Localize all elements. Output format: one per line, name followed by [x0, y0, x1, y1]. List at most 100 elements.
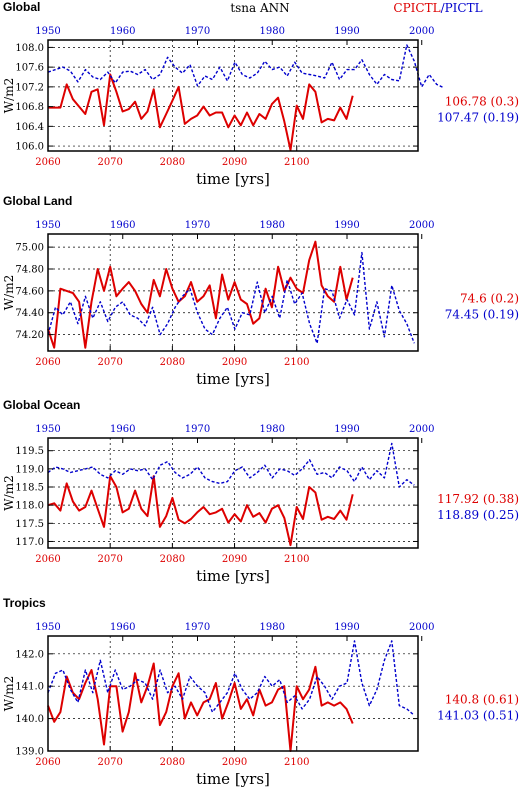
y-axis-label: W/m2	[2, 78, 16, 113]
y-tick-label: 118.0	[15, 501, 44, 512]
x-axis-label: time [yrs]	[196, 370, 270, 388]
x-tick-label-top: 2000	[409, 26, 434, 37]
y-tick-label: 119.0	[15, 464, 44, 475]
stat-blue: 141.03 (0.51)	[437, 709, 519, 723]
stat-red: 74.6 (0.2)	[460, 292, 519, 306]
y-tick-label: 108.0	[15, 43, 44, 54]
x-tick-label-bottom: 2060	[35, 357, 60, 368]
x-tick-label-bottom: 2070	[97, 157, 122, 168]
y-tick-label: 118.5	[15, 483, 44, 494]
x-tick-label-bottom: 2060	[35, 157, 60, 168]
x-tick-label-bottom: 2090	[222, 357, 247, 368]
panel-title: Global Ocean	[3, 398, 80, 412]
series-line-red	[48, 73, 354, 151]
variable-title: tsna ANN	[230, 1, 289, 15]
x-tick-label-top: 1990	[334, 26, 359, 37]
panel-title: Global Land	[3, 194, 72, 208]
x-tick-label-top: 1980	[260, 424, 285, 435]
plot-frame	[47, 437, 419, 549]
series-line-blue	[47, 251, 415, 344]
x-tick-label-bottom: 2090	[222, 554, 247, 565]
y-tick-label: 141.0	[15, 682, 44, 693]
x-tick-label-top: 1990	[334, 622, 359, 633]
series-line-red	[47, 475, 354, 547]
experiment-title: CPICTL/PICTL	[393, 1, 482, 15]
x-tick-label-bottom: 2070	[97, 357, 122, 368]
y-tick-label: 74.20	[15, 330, 44, 341]
y-axis-label: W/m2	[2, 475, 16, 510]
x-tick-label-top: 2000	[409, 424, 434, 435]
stat-red: 106.78 (0.3)	[445, 95, 519, 109]
chart-panel: Global Ocean 117.0 117.5 118.0 118.5 119.0 119…	[2, 398, 519, 585]
y-tick-label: 106.8	[15, 102, 44, 113]
y-tick-label: 106.4	[15, 122, 44, 133]
chart-panels: Global 106.0 106.4 106.8 107.2 107.6 108.0 2060…	[2, 0, 519, 788]
y-tick-label: 106.0	[15, 142, 44, 153]
series-line-blue	[47, 44, 445, 89]
x-tick-label-bottom: 2080	[160, 157, 185, 168]
chart-panel: Global 106.0 106.4 106.8 107.2 107.6 108.0 2060…	[2, 0, 519, 188]
stat-blue: 118.89 (0.25)	[437, 508, 519, 522]
stat-blue: 74.45 (0.19)	[445, 308, 519, 322]
series-line-blue	[47, 442, 415, 488]
x-tick-label-top: 1950	[35, 622, 60, 633]
chart-panel: Tropics 139.0 140.0 141.0 142.0 2060 2070 2080 2…	[2, 596, 519, 788]
x-tick-label-top: 2000	[409, 220, 434, 231]
x-axis-label: time [yrs]	[196, 770, 270, 788]
plot-frame	[47, 635, 419, 752]
x-tick-label-top: 1980	[260, 622, 285, 633]
x-tick-label-bottom: 2100	[284, 757, 309, 768]
y-tick-label: 142.0	[15, 649, 44, 660]
plot-frame	[47, 233, 419, 352]
y-tick-label: 75.00	[15, 243, 44, 254]
series-line-red	[47, 240, 354, 349]
x-tick-label-top: 1970	[185, 424, 210, 435]
x-tick-label-top: 2000	[409, 622, 434, 633]
stat-red: 117.92 (0.38)	[437, 492, 519, 506]
x-tick-label-bottom: 2070	[97, 554, 122, 565]
x-axis-label: time [yrs]	[196, 170, 270, 188]
panel-title: Tropics	[3, 596, 46, 610]
y-tick-label: 139.0	[15, 747, 44, 758]
x-tick-label-top: 1990	[334, 220, 359, 231]
y-axis-label: W/m2	[2, 676, 16, 711]
x-tick-label-bottom: 2090	[222, 757, 247, 768]
y-tick-label: 117.0	[15, 537, 44, 548]
panel-title: Global	[3, 0, 40, 14]
x-tick-label-bottom: 2080	[160, 357, 185, 368]
x-tick-label-top: 1960	[110, 26, 135, 37]
x-tick-label-top: 1950	[35, 26, 60, 37]
x-tick-label-top: 1960	[110, 424, 135, 435]
series-line-blue	[47, 640, 415, 716]
x-tick-label-bottom: 2060	[35, 554, 60, 565]
x-tick-label-bottom: 2100	[284, 357, 309, 368]
x-tick-label-top: 1950	[35, 220, 60, 231]
y-tick-label: 74.80	[15, 264, 44, 275]
x-tick-label-bottom: 2100	[284, 554, 309, 565]
y-tick-label: 107.6	[15, 63, 44, 74]
x-tick-label-bottom: 2080	[160, 554, 185, 565]
x-tick-label-top: 1970	[185, 220, 210, 231]
y-tick-label: 117.5	[15, 519, 44, 530]
x-tick-label-bottom: 2070	[97, 757, 122, 768]
x-tick-label-top: 1970	[185, 622, 210, 633]
x-tick-label-bottom: 2080	[160, 757, 185, 768]
y-tick-label: 74.60	[15, 286, 44, 297]
x-tick-label-bottom: 2060	[35, 757, 60, 768]
y-tick-label: 119.5	[15, 446, 44, 457]
x-tick-label-top: 1970	[185, 26, 210, 37]
x-axis-label: time [yrs]	[196, 567, 270, 585]
plot-frame	[47, 39, 419, 152]
x-tick-label-top: 1980	[260, 26, 285, 37]
stat-blue: 107.47 (0.19)	[437, 111, 519, 125]
x-tick-label-top: 1950	[35, 424, 60, 435]
stat-red: 140.8 (0.61)	[445, 693, 519, 707]
x-tick-label-top: 1960	[110, 622, 135, 633]
x-tick-label-top: 1960	[110, 220, 135, 231]
series-line-red	[47, 662, 354, 752]
y-tick-label: 74.40	[15, 308, 44, 319]
x-tick-label-bottom: 2100	[284, 157, 309, 168]
y-axis-label: W/m2	[2, 275, 16, 310]
chart-panel: Global Land 74.20 74.40 74.60 74.80 75.00 2060…	[2, 194, 519, 388]
